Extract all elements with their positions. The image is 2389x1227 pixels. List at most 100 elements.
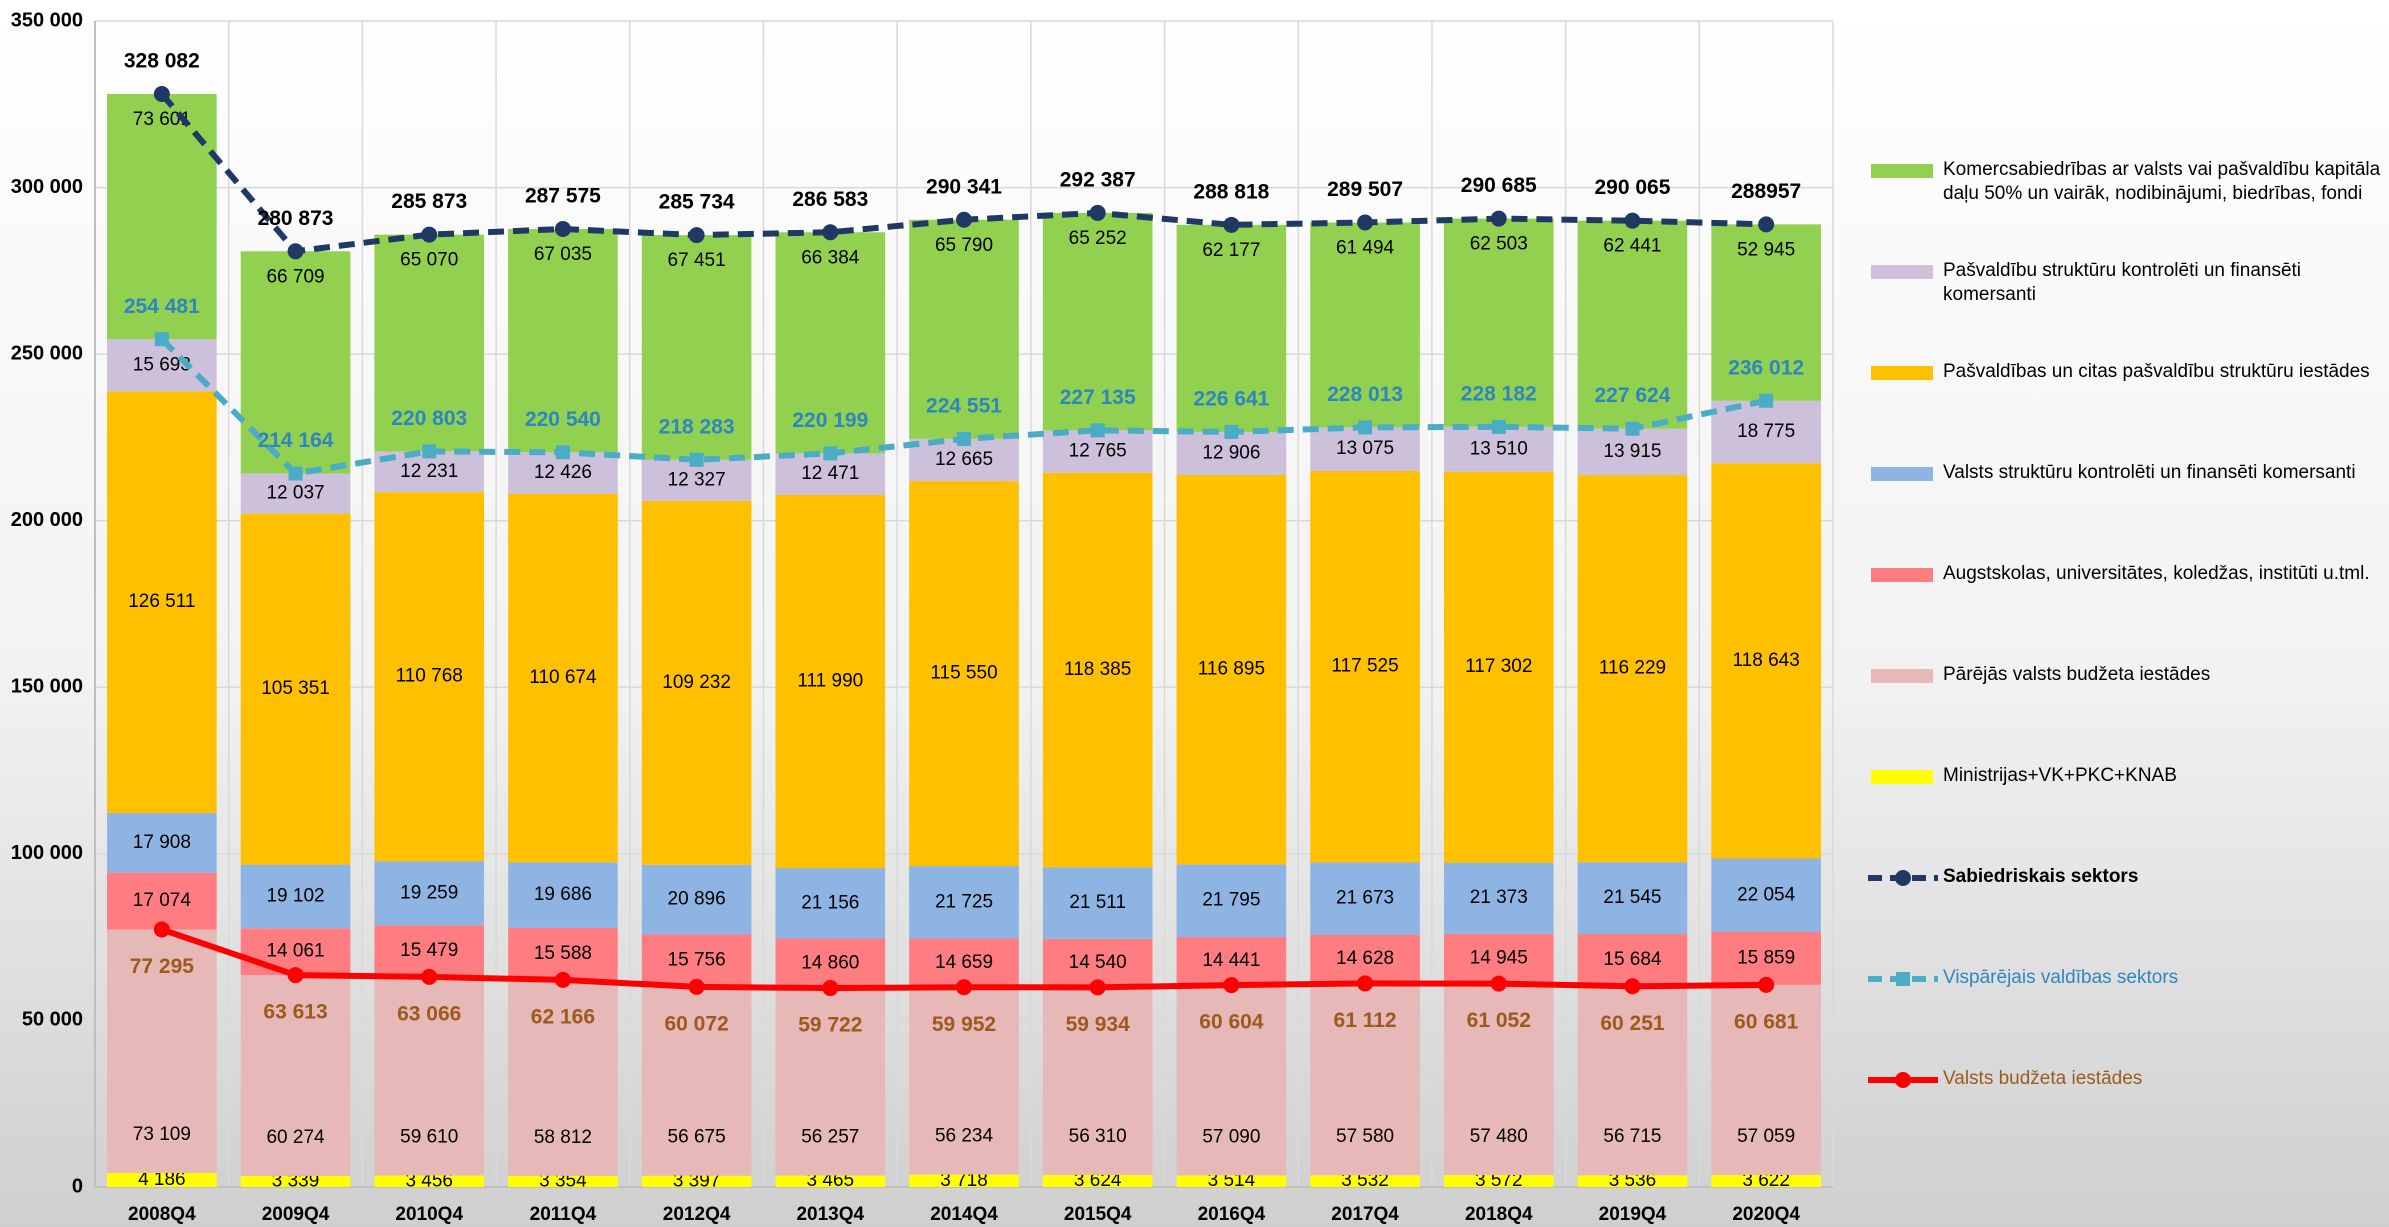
x-tick-label: 2013Q4 (796, 1204, 864, 1225)
bar-segment (641, 864, 752, 935)
bar-value-label: 118 385 (1064, 659, 1131, 680)
bar-segment (1310, 222, 1420, 428)
line-value-label: 228 182 (1461, 382, 1537, 405)
line-marker (153, 86, 170, 103)
bar-value-label: 12 906 (1202, 442, 1260, 463)
bar-segment (1176, 864, 1287, 937)
line-value-label: 292 387 (1060, 168, 1136, 191)
bar-value-label: 62 503 (1470, 234, 1528, 255)
bar-segment (1443, 1175, 1554, 1187)
bar-segment (641, 986, 752, 1176)
line-value-label: 224 551 (926, 394, 1002, 417)
line-marker (1625, 421, 1640, 436)
bar-segment (1176, 431, 1287, 475)
x-tick-label: 2018Q4 (1465, 1204, 1533, 1225)
line-marker (421, 226, 438, 243)
bar-value-label: 15 479 (400, 940, 458, 961)
bar-value-label: 14 659 (935, 952, 993, 973)
bar-segment (1577, 220, 1688, 429)
bar-segment (909, 987, 1019, 1175)
legend-item: Vispārējais valdības sektors (1943, 967, 2178, 988)
line-value-label: 285 873 (391, 190, 467, 213)
line-marker (1089, 204, 1106, 221)
bar-segment (1310, 1175, 1420, 1187)
bar-value-label: 12 037 (266, 483, 324, 504)
bar-segment (374, 861, 485, 926)
bar-segment (1443, 862, 1554, 934)
x-tick-label: 2009Q4 (262, 1204, 330, 1225)
line-marker (1759, 393, 1774, 408)
bar-value-label: 4 186 (138, 1169, 186, 1190)
line-marker (288, 466, 303, 481)
bar-value-label: 56 234 (935, 1126, 994, 1147)
line-value-label: 290 685 (1461, 174, 1537, 197)
bar-segment (508, 927, 618, 980)
bar-segment (909, 481, 1019, 867)
bar-segment (1577, 428, 1688, 476)
bar-value-label: 57 480 (1470, 1126, 1528, 1147)
bar-segment (1577, 934, 1688, 987)
bar-segment (775, 868, 886, 939)
bar-value-label: 21 795 (1202, 890, 1260, 911)
legend-swatch (1871, 164, 1933, 178)
bar-value-label: 117 302 (1465, 656, 1532, 677)
bar-value-label: 73 601 (133, 109, 191, 130)
y-tick-label: 100 000 (11, 842, 83, 864)
bar-value-label: 14 860 (801, 952, 859, 973)
bar-segment (240, 864, 351, 929)
bar-segment (909, 866, 1019, 939)
bar-segment (1443, 471, 1554, 863)
bar-segment (1176, 936, 1287, 986)
bar-value-label: 21 373 (1470, 887, 1528, 908)
line-value-label: 61 112 (1334, 1009, 1397, 1032)
bar-value-label: 62 177 (1202, 240, 1260, 261)
line-value-label: 227 135 (1060, 386, 1136, 409)
line-value-label: 228 013 (1327, 383, 1403, 406)
x-tick-label: 2019Q4 (1599, 1204, 1667, 1225)
bar-segment (909, 1174, 1019, 1187)
bar-segment (1176, 985, 1287, 1176)
line-value-label: 236 012 (1728, 356, 1804, 379)
bar-value-label: 3 622 (1742, 1170, 1790, 1191)
x-tick-label: 2008Q4 (128, 1204, 196, 1225)
line-value-label: 62 166 (531, 1005, 595, 1028)
bar-value-label: 3 536 (1609, 1170, 1657, 1191)
line-marker (1089, 979, 1106, 996)
bar-value-label: 13 075 (1336, 438, 1394, 459)
bar-segment (374, 925, 485, 977)
line-marker (154, 332, 169, 347)
bar-segment (374, 1175, 485, 1187)
line-value-label: 290 341 (926, 175, 1002, 198)
bar-value-label: 60 274 (266, 1127, 325, 1148)
bar-value-label: 52 945 (1737, 239, 1795, 260)
legend-swatch (1871, 770, 1933, 784)
bar-value-label: 62 441 (1603, 236, 1661, 257)
bar-value-label: 22 054 (1737, 884, 1796, 905)
line-value-label: 214 164 (258, 429, 334, 452)
bar-value-label: 115 550 (930, 663, 997, 684)
legend-swatch (1871, 568, 1933, 582)
bar-segment (240, 513, 351, 865)
bar-value-label: 109 232 (662, 672, 731, 693)
bar-segment (1042, 1174, 1153, 1187)
bar-value-label: 116 895 (1198, 659, 1265, 680)
bar-value-label: 118 643 (1733, 650, 1800, 671)
x-tick-label: 2020Q4 (1732, 1204, 1800, 1225)
bar-value-label: 65 070 (400, 250, 458, 271)
legend-label: Augstskolas, universitātes, koledžas, in… (1943, 563, 2370, 584)
line-value-label: 285 734 (659, 191, 735, 214)
line-marker (1223, 216, 1240, 233)
bar-segment (1310, 470, 1420, 863)
bar-segment (374, 234, 485, 452)
line-value-label: 254 481 (124, 295, 200, 318)
y-tick-label: 50 000 (22, 1009, 83, 1031)
line-value-label: 63 613 (263, 1001, 327, 1024)
bar-segment (641, 1175, 752, 1187)
bar-segment (775, 1175, 886, 1187)
legend-swatch (1871, 366, 1933, 380)
bar-segment (1310, 983, 1420, 1176)
line-marker (1758, 216, 1775, 233)
bar-value-label: 12 765 (1069, 441, 1127, 462)
bar-segment (1711, 1174, 1821, 1187)
bar-segment (107, 391, 217, 813)
